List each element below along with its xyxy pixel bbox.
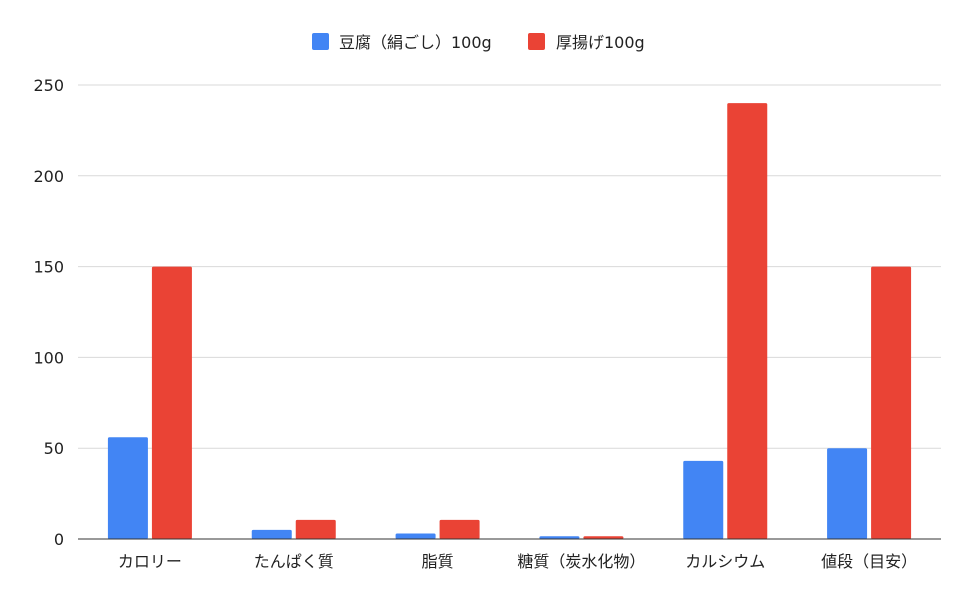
y-tick-label: 100	[33, 348, 64, 367]
bar-atsuage-3	[583, 536, 624, 539]
bar-atsuage-0	[151, 266, 192, 539]
x-tick-label: 糖質（炭水化物）	[517, 552, 645, 571]
bar-tofu-1	[251, 529, 292, 539]
bar-tofu-5	[827, 448, 868, 539]
legend: 豆腐（絹ごし）100g 厚揚げ100g	[312, 33, 645, 52]
legend-label: 豆腐（絹ごし）100g	[339, 33, 492, 52]
x-tick-label: たんぱく質	[254, 552, 334, 571]
y-tick-label: 250	[33, 76, 64, 95]
bar-tofu-4	[683, 460, 724, 539]
y-tick-label: 0	[54, 530, 64, 549]
y-axis-tick-labels: 0 50 100 150 200 250	[33, 76, 64, 549]
x-tick-label: 値段（目安）	[821, 552, 917, 571]
x-tick-label: カルシウム	[685, 552, 765, 571]
x-axis-tick-labels: カロリー たんぱく質 脂質 糖質（炭水化物） カルシウム 値段（目安）	[118, 552, 917, 571]
bar-tofu-0	[107, 437, 148, 539]
legend-swatch	[312, 33, 329, 50]
x-tick-label: 脂質	[422, 552, 454, 571]
y-tick-label: 200	[33, 167, 64, 186]
bar-atsuage-2	[439, 519, 480, 539]
legend-label: 厚揚げ100g	[556, 33, 645, 52]
y-tick-label: 50	[44, 439, 64, 458]
x-tick-label: カロリー	[118, 552, 182, 571]
bar-atsuage-5	[871, 266, 912, 539]
legend-swatch	[528, 33, 545, 50]
bar-tofu-2	[395, 533, 436, 539]
y-tick-label: 150	[33, 258, 64, 277]
gridlines	[78, 84, 941, 449]
bar-atsuage-4	[727, 103, 768, 539]
bars	[107, 103, 912, 539]
bar-tofu-3	[539, 536, 580, 539]
bar-atsuage-1	[295, 519, 336, 539]
